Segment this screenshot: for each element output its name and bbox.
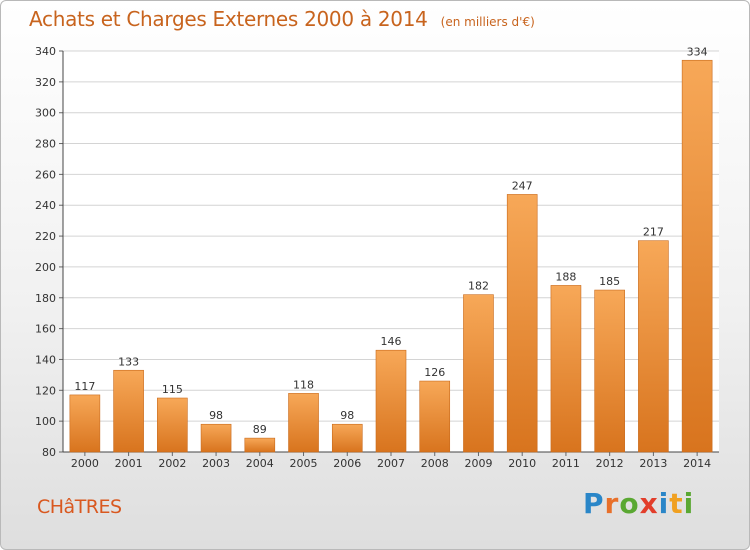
y-tick-label: 260 bbox=[35, 168, 56, 181]
data-label: 146 bbox=[381, 335, 402, 348]
logo-letter: i bbox=[683, 487, 695, 520]
x-tick-label: 2001 bbox=[115, 457, 143, 470]
data-label: 217 bbox=[643, 226, 664, 239]
data-label: 115 bbox=[162, 383, 183, 396]
data-label: 188 bbox=[555, 270, 576, 283]
x-tick-label: 2006 bbox=[333, 457, 361, 470]
bar bbox=[113, 369, 144, 453]
bar bbox=[331, 423, 363, 453]
x-tick-label: 2014 bbox=[683, 457, 711, 470]
y-tick-label: 320 bbox=[35, 76, 56, 89]
logo-letter: i bbox=[658, 487, 670, 520]
data-label: 117 bbox=[74, 380, 95, 393]
bar bbox=[200, 423, 232, 453]
x-tick-label: 2005 bbox=[290, 457, 318, 470]
y-tick-label: 120 bbox=[35, 384, 56, 397]
data-label: 126 bbox=[424, 366, 445, 379]
x-tick-label: 2009 bbox=[464, 457, 492, 470]
x-tick-label: 2000 bbox=[71, 457, 99, 470]
commune-name: CHâTRES bbox=[37, 496, 122, 518]
data-label: 118 bbox=[293, 378, 314, 391]
bar bbox=[157, 397, 188, 453]
data-label: 89 bbox=[253, 423, 267, 436]
x-tick-label: 2002 bbox=[158, 457, 186, 470]
y-tick-label: 280 bbox=[35, 138, 56, 151]
y-tick-label: 180 bbox=[35, 292, 56, 305]
bar bbox=[375, 349, 407, 453]
y-tick-label: 160 bbox=[35, 323, 56, 336]
data-label: 98 bbox=[209, 409, 223, 422]
bar bbox=[463, 294, 494, 453]
bar bbox=[681, 59, 713, 453]
x-tick-label: 2010 bbox=[508, 457, 536, 470]
logo-letter: r bbox=[604, 487, 620, 520]
chart-title: Achats et Charges Externes 2000 à 2014 bbox=[29, 7, 428, 31]
x-tick-label: 2003 bbox=[202, 457, 230, 470]
data-label: 185 bbox=[599, 275, 620, 288]
data-label: 133 bbox=[118, 355, 139, 368]
data-label: 182 bbox=[468, 280, 489, 293]
bar bbox=[594, 289, 625, 453]
logo-letter: P bbox=[583, 487, 605, 520]
bar bbox=[638, 240, 669, 453]
y-tick-label: 300 bbox=[35, 107, 56, 120]
logo-letter: t bbox=[669, 487, 684, 520]
data-label: 247 bbox=[512, 179, 533, 192]
y-tick-label: 220 bbox=[35, 230, 56, 243]
x-tick-label: 2012 bbox=[596, 457, 624, 470]
x-tick-label: 2008 bbox=[421, 457, 449, 470]
bar bbox=[244, 437, 276, 453]
chart-title-block: Achats et Charges Externes 2000 à 2014 (… bbox=[29, 7, 535, 31]
x-tick-label: 2007 bbox=[377, 457, 405, 470]
logo-letter: x bbox=[639, 487, 659, 520]
bar bbox=[288, 393, 319, 453]
bar bbox=[550, 285, 582, 453]
y-tick-label: 200 bbox=[35, 261, 56, 274]
data-label: 334 bbox=[687, 45, 708, 58]
bar bbox=[506, 194, 538, 453]
y-tick-label: 140 bbox=[35, 353, 56, 366]
y-tick-label: 100 bbox=[35, 415, 56, 428]
y-tick-label: 340 bbox=[35, 45, 56, 58]
data-label: 98 bbox=[340, 409, 354, 422]
x-tick-label: 2011 bbox=[552, 457, 580, 470]
logo-letter: o bbox=[619, 487, 640, 520]
bar bbox=[419, 380, 451, 453]
y-tick-label: 240 bbox=[35, 199, 56, 212]
x-tick-label: 2013 bbox=[639, 457, 667, 470]
x-tick-label: 2004 bbox=[246, 457, 274, 470]
chart-unit: (en milliers d'€) bbox=[440, 15, 535, 29]
y-tick-label: 80 bbox=[42, 446, 56, 459]
proxiti-logo: Proxiti bbox=[583, 487, 694, 520]
bar bbox=[69, 394, 101, 453]
